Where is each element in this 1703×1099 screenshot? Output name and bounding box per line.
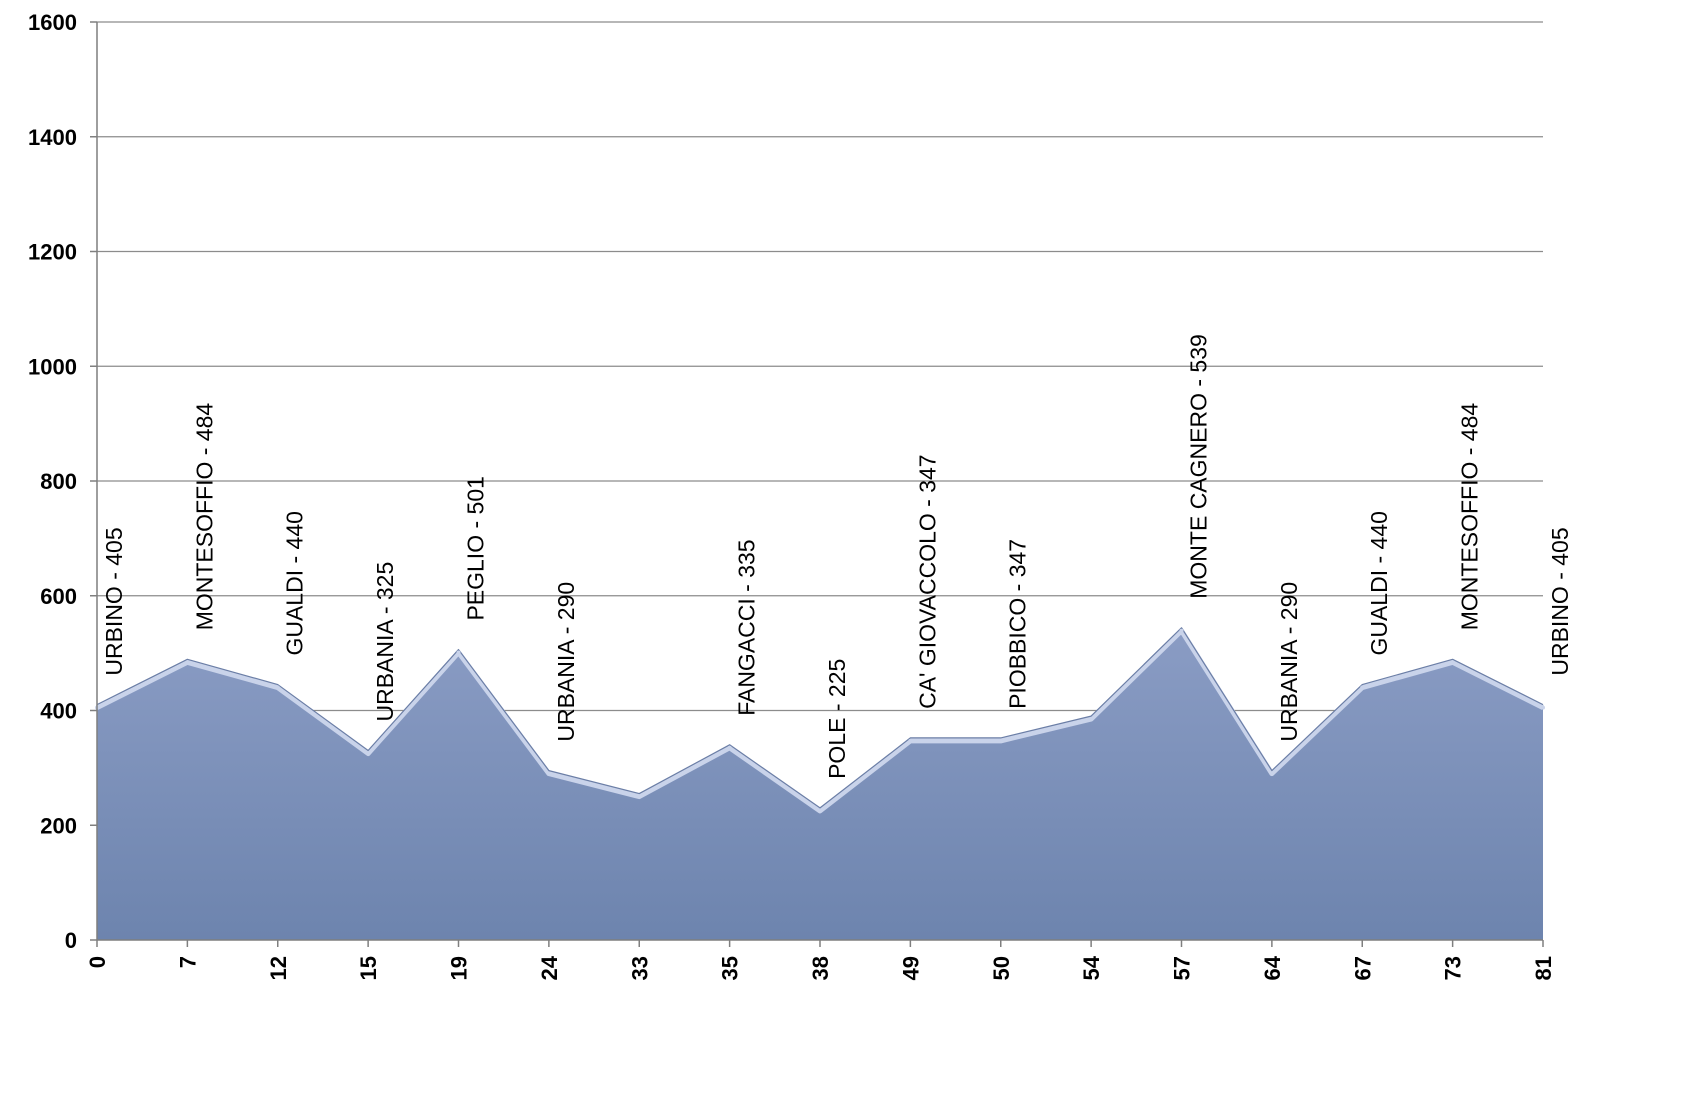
x-tick-label: 35 xyxy=(718,956,743,980)
point-label: GUALDI - 440 xyxy=(1366,511,1392,655)
x-tick-label: 57 xyxy=(1170,956,1195,980)
y-tick-label: 200 xyxy=(40,813,77,838)
x-tick-label: 81 xyxy=(1531,956,1556,980)
data-point xyxy=(1269,771,1274,776)
area-fill xyxy=(97,630,1543,940)
y-tick-label: 800 xyxy=(40,469,77,494)
y-tick-label: 1000 xyxy=(28,354,77,379)
data-point xyxy=(1450,660,1455,665)
data-point xyxy=(1179,628,1184,633)
point-label: POLE - 225 xyxy=(824,659,850,779)
data-point xyxy=(275,685,280,690)
x-tick-label: 7 xyxy=(175,956,200,968)
y-tick-label: 400 xyxy=(40,699,77,724)
axes xyxy=(90,21,1544,947)
point-label: URBINO - 405 xyxy=(101,527,127,675)
x-tick-label: 38 xyxy=(808,956,833,980)
data-point xyxy=(637,794,642,799)
data-point xyxy=(456,650,461,655)
x-tick-label: 33 xyxy=(627,956,652,980)
point-label: MONTESOFFIO - 484 xyxy=(1457,403,1483,631)
x-tick-label: 0 xyxy=(85,956,110,968)
y-tick-label: 1400 xyxy=(28,125,77,150)
y-tick-label: 1600 xyxy=(28,10,77,35)
x-tick-label: 50 xyxy=(989,956,1014,980)
data-point xyxy=(818,808,822,813)
x-tick-label: 49 xyxy=(898,956,923,980)
point-label: PIOBBICO - 347 xyxy=(1005,539,1031,709)
x-tick-label: 24 xyxy=(537,955,562,980)
data-point xyxy=(1541,705,1545,710)
x-axis-ticks: 0 7 12 15 19 24 33 35 38 49 50 54 57 64 67 73 81 xyxy=(85,955,1556,980)
x-tick-label: 67 xyxy=(1350,956,1375,980)
point-label: MONTE CAGNERO - 539 xyxy=(1186,334,1212,599)
point-label: MONTESOFFIO - 484 xyxy=(191,403,217,631)
data-point xyxy=(366,751,371,756)
point-label: FANGACCI - 335 xyxy=(734,539,760,715)
y-tick-label: 600 xyxy=(40,584,77,609)
point-label: CA' GIOVACCOLO - 347 xyxy=(914,454,940,708)
data-point xyxy=(546,771,551,776)
data-point xyxy=(998,738,1003,743)
point-label: URBANIA - 290 xyxy=(1276,582,1302,742)
x-tick-label: 73 xyxy=(1441,956,1466,980)
data-point xyxy=(185,660,190,665)
x-tick-label: 54 xyxy=(1079,955,1104,980)
point-label: PEGLIO - 501 xyxy=(463,476,489,620)
x-tick-label: 64 xyxy=(1260,955,1285,980)
point-label: URBANIA - 290 xyxy=(553,582,579,742)
point-label: URBINO - 405 xyxy=(1547,527,1573,675)
data-point xyxy=(1089,717,1094,722)
elevation-area xyxy=(95,627,1545,940)
x-tick-label: 19 xyxy=(447,956,472,980)
point-label: GUALDI - 440 xyxy=(282,511,308,655)
x-tick-label: 12 xyxy=(266,956,291,980)
data-point xyxy=(908,738,913,743)
area-outline xyxy=(96,627,1544,809)
point-label: URBANIA - 325 xyxy=(372,562,398,722)
x-tick-label: 15 xyxy=(356,956,381,980)
data-point xyxy=(727,745,732,750)
y-tick-label: 1200 xyxy=(28,240,77,265)
data-point xyxy=(1360,685,1365,690)
gridlines xyxy=(97,21,1543,826)
y-tick-label: 0 xyxy=(65,928,77,953)
point-labels: URBINO - 405 MONTESOFFIO - 484 GUALDI - 44… xyxy=(101,334,1573,779)
y-axis-ticks: 0 200 400 600 800 1000 1200 1400 1600 xyxy=(28,10,77,953)
